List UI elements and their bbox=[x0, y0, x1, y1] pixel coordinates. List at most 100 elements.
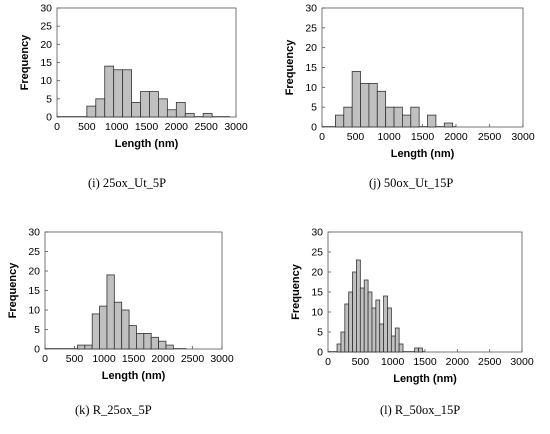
histogram-bar bbox=[122, 69, 132, 118]
x-tick-label: 0 bbox=[319, 131, 325, 143]
y-tick-label: 30 bbox=[311, 227, 323, 239]
y-axis-label: Frequency bbox=[7, 262, 19, 319]
x-tick-label: 3000 bbox=[210, 353, 234, 365]
caption-i: (i) 25ox_Ut_5P bbox=[88, 176, 167, 190]
histogram-bar bbox=[91, 313, 100, 350]
x-tick-label: 500 bbox=[347, 131, 365, 143]
histogram-bar bbox=[367, 291, 373, 353]
histogram-bar bbox=[99, 305, 108, 350]
y-tick-label: 0 bbox=[34, 344, 40, 356]
x-axis-label: Length (nm) bbox=[115, 138, 179, 150]
histogram-bar bbox=[356, 259, 361, 353]
x-tick-label: 2500 bbox=[478, 356, 502, 368]
histogram-bar bbox=[150, 336, 159, 350]
x-tick-label: 500 bbox=[352, 356, 370, 368]
x-tick-label: 0 bbox=[325, 356, 331, 368]
histogram-bar bbox=[113, 301, 123, 350]
histogram-bar bbox=[343, 106, 353, 128]
y-tick-label: 20 bbox=[28, 266, 40, 278]
histogram-bar bbox=[335, 114, 345, 128]
histogram-bar bbox=[379, 323, 385, 353]
histogram-bar bbox=[398, 343, 404, 353]
histogram-j: 0 5 10 15 20 25 30 0 500 1000 1500 2000 2500 3000 Leng… bbox=[284, 3, 535, 161]
y-axis-label: Frequency bbox=[284, 39, 296, 96]
histogram-panel-l: 0 5 10 15 20 25 30 0 500 1000 1500 2000 2500 3000 Leng… bbox=[275, 222, 550, 434]
y-tick-label: 5 bbox=[34, 324, 40, 336]
y-tick-label: 0 bbox=[311, 122, 317, 134]
histogram-i: 0 5 10 15 20 25 30 0 500 1000 1500 2000 2500 3000 Leng… bbox=[19, 3, 248, 151]
y-tick-label: 20 bbox=[311, 267, 323, 279]
x-tick-label: 3000 bbox=[224, 121, 248, 133]
x-tick-label: 1000 bbox=[92, 353, 116, 365]
x-tick-label: 1000 bbox=[105, 121, 129, 133]
histogram-bar bbox=[106, 274, 115, 350]
histogram-bar bbox=[336, 343, 342, 353]
histogram-bar bbox=[402, 114, 412, 128]
histogram-bar bbox=[351, 71, 361, 128]
y-tick-label: 30 bbox=[305, 3, 317, 15]
x-tick-label: 2500 bbox=[194, 121, 218, 133]
histogram-bar bbox=[414, 347, 419, 353]
histogram-bar bbox=[104, 65, 115, 118]
y-tick-label: 25 bbox=[305, 22, 317, 34]
histogram-bar bbox=[165, 344, 174, 350]
y-tick-label: 5 bbox=[46, 93, 52, 105]
histogram-bar bbox=[136, 333, 145, 350]
x-tick-label: 500 bbox=[78, 121, 96, 133]
x-tick-label: 2500 bbox=[181, 353, 205, 365]
histogram-bar bbox=[394, 327, 400, 353]
caption-j: (j) 50ox_Ut_15P bbox=[369, 176, 454, 190]
histogram-bar bbox=[113, 69, 124, 118]
y-tick-label: 25 bbox=[311, 247, 323, 259]
histogram-bar bbox=[376, 90, 387, 128]
histogram-panel-k: 0 5 10 15 20 25 30 0 500 1000 1500 2000 2500 3000 Leng… bbox=[0, 222, 275, 434]
y-tick-label: 15 bbox=[40, 57, 52, 69]
y-tick-label: 0 bbox=[317, 347, 323, 359]
y-tick-label: 15 bbox=[311, 287, 323, 299]
histogram-bar bbox=[86, 105, 97, 118]
y-axis-label: Frequency bbox=[290, 263, 302, 320]
histogram-bar bbox=[360, 82, 370, 128]
x-tick-label: 3000 bbox=[511, 131, 535, 143]
x-tick-label: 0 bbox=[42, 353, 48, 365]
y-tick-label: 20 bbox=[40, 39, 52, 51]
x-tick-label: 1500 bbox=[135, 121, 159, 133]
histogram-bar bbox=[352, 271, 357, 353]
caption-l: (l) R_50ox_15P bbox=[380, 403, 461, 417]
histogram-bar bbox=[427, 114, 437, 128]
y-axis-label: Frequency bbox=[19, 34, 31, 91]
y-tick-label: 0 bbox=[46, 112, 52, 124]
histogram-bar bbox=[184, 112, 195, 118]
histogram-bar bbox=[383, 295, 388, 353]
y-tick-label: 30 bbox=[28, 227, 40, 239]
x-tick-label: 1000 bbox=[377, 131, 401, 143]
histogram-bar bbox=[387, 307, 392, 353]
x-axis-label: Length (nm) bbox=[102, 370, 166, 382]
histogram-bar bbox=[158, 340, 167, 350]
x-axis-label: Length (nm) bbox=[391, 148, 455, 160]
histogram-bar bbox=[95, 98, 106, 118]
histogram-bar bbox=[166, 109, 177, 118]
x-tick-label: 1500 bbox=[122, 353, 146, 365]
x-tick-label: 0 bbox=[54, 121, 60, 133]
histogram-bar bbox=[375, 299, 381, 353]
histogram-bar bbox=[443, 122, 454, 128]
y-tick-label: 5 bbox=[317, 327, 323, 339]
histogram-bar bbox=[348, 291, 353, 353]
caption-k: (k) R_25ox_5P bbox=[75, 403, 152, 417]
y-tick-label: 10 bbox=[311, 307, 323, 319]
histogram-bar bbox=[363, 279, 369, 353]
histogram-bar bbox=[149, 91, 159, 118]
y-tick-label: 10 bbox=[40, 75, 52, 87]
y-tick-label: 10 bbox=[305, 82, 317, 94]
histogram-bar bbox=[393, 106, 403, 128]
histogram-k: 0 5 10 15 20 25 30 0 500 1000 1500 2000 2500 3000 Leng… bbox=[7, 227, 234, 383]
histogram-bar bbox=[385, 106, 395, 128]
histogram-bar bbox=[143, 333, 152, 350]
x-tick-label: 2500 bbox=[478, 131, 502, 143]
x-axis-label: Length (nm) bbox=[393, 373, 457, 385]
y-tick-label: 25 bbox=[28, 246, 40, 258]
histogram-bar bbox=[121, 309, 130, 350]
histogram-bar bbox=[410, 106, 420, 128]
histogram-bar bbox=[390, 335, 396, 353]
